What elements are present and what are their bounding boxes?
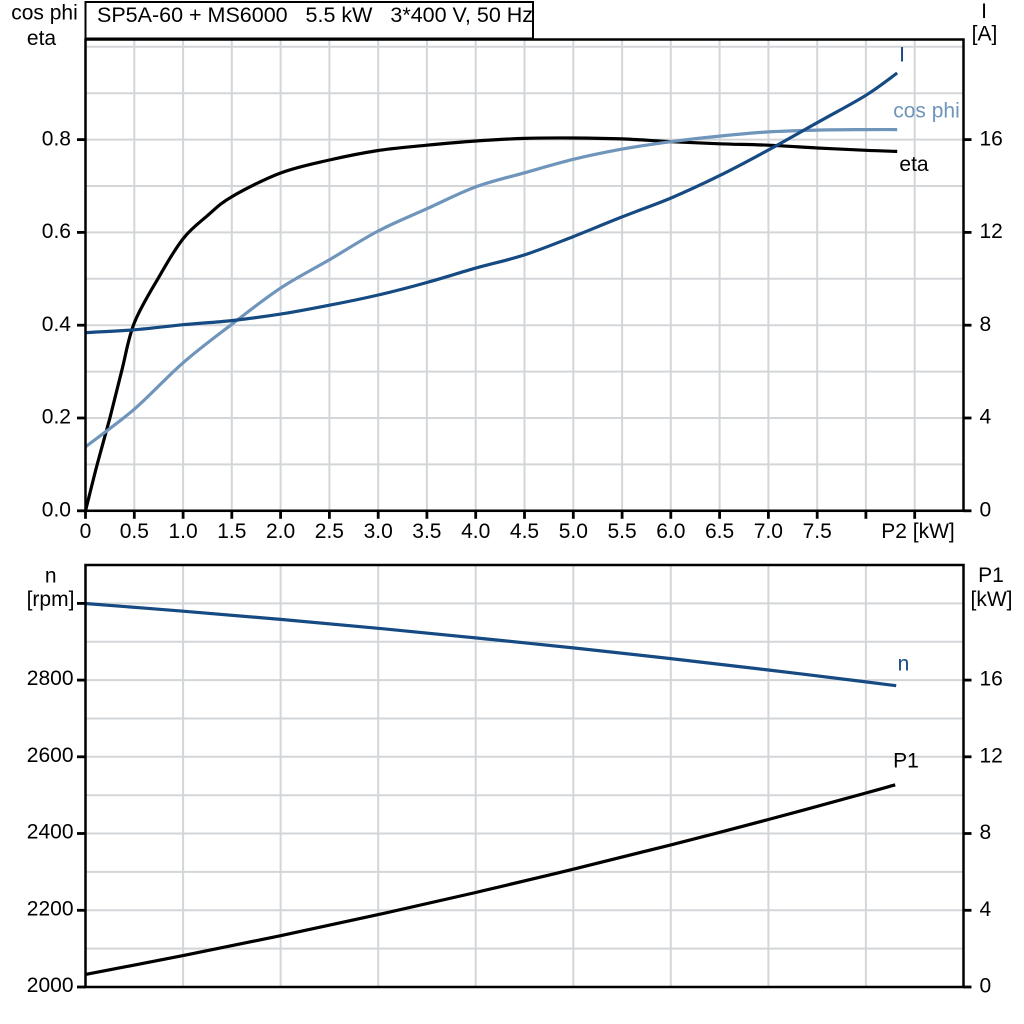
svg-text:cos phi: cos phi <box>893 100 960 123</box>
svg-text:0.4: 0.4 <box>42 313 72 336</box>
svg-text:[rpm]: [rpm] <box>27 588 75 611</box>
svg-text:1.5: 1.5 <box>217 520 246 543</box>
svg-text:0.0: 0.0 <box>42 499 71 522</box>
svg-text:0.2: 0.2 <box>42 406 71 429</box>
svg-text:P2 [kW]: P2 [kW] <box>881 520 955 543</box>
svg-text:4.5: 4.5 <box>510 520 539 543</box>
svg-text:5.0: 5.0 <box>559 520 588 543</box>
svg-text:0.8: 0.8 <box>42 127 71 150</box>
svg-text:3.5: 3.5 <box>412 520 441 543</box>
svg-text:2400: 2400 <box>27 821 74 844</box>
svg-text:[kW]: [kW] <box>971 588 1013 611</box>
svg-text:[A]: [A] <box>972 23 998 46</box>
svg-text:0: 0 <box>80 520 92 543</box>
svg-text:cos phi: cos phi <box>11 2 78 25</box>
svg-text:2000: 2000 <box>27 974 74 997</box>
svg-text:eta: eta <box>899 153 929 176</box>
svg-text:n: n <box>45 565 57 588</box>
svg-text:12: 12 <box>980 744 1003 767</box>
svg-text:2200: 2200 <box>27 897 74 920</box>
svg-text:6.0: 6.0 <box>656 520 685 543</box>
svg-text:3.0: 3.0 <box>364 520 393 543</box>
svg-text:0: 0 <box>980 975 992 998</box>
svg-text:n: n <box>898 653 910 676</box>
svg-text:16: 16 <box>980 668 1003 691</box>
svg-text:4.0: 4.0 <box>461 520 490 543</box>
svg-text:2.0: 2.0 <box>266 520 295 543</box>
svg-text:2600: 2600 <box>27 744 74 767</box>
svg-text:P1: P1 <box>978 564 1004 587</box>
svg-text:0.6: 0.6 <box>42 220 71 243</box>
svg-text:I: I <box>981 0 987 23</box>
svg-text:0: 0 <box>980 499 992 522</box>
svg-text:12: 12 <box>980 220 1003 243</box>
svg-text:eta: eta <box>27 27 57 50</box>
svg-text:P1: P1 <box>893 749 919 772</box>
svg-text:5.5: 5.5 <box>607 520 636 543</box>
svg-text:I: I <box>899 44 905 67</box>
svg-text:16: 16 <box>980 127 1003 150</box>
svg-text:0.5: 0.5 <box>120 520 149 543</box>
svg-text:7.5: 7.5 <box>803 520 832 543</box>
svg-text:1.0: 1.0 <box>168 520 197 543</box>
svg-text:6.5: 6.5 <box>705 520 734 543</box>
svg-text:8: 8 <box>980 313 992 336</box>
svg-text:4: 4 <box>980 406 992 429</box>
svg-text:SP5A-60 + MS6000 5.5 kW 3*: SP5A-60 + MS6000 5.5 kW 3*400 V, 50 Hz <box>97 3 533 27</box>
svg-text:4: 4 <box>980 898 992 921</box>
svg-text:2800: 2800 <box>27 667 74 690</box>
svg-text:2.5: 2.5 <box>315 520 344 543</box>
svg-text:7.0: 7.0 <box>754 520 783 543</box>
svg-text:8: 8 <box>980 821 992 844</box>
